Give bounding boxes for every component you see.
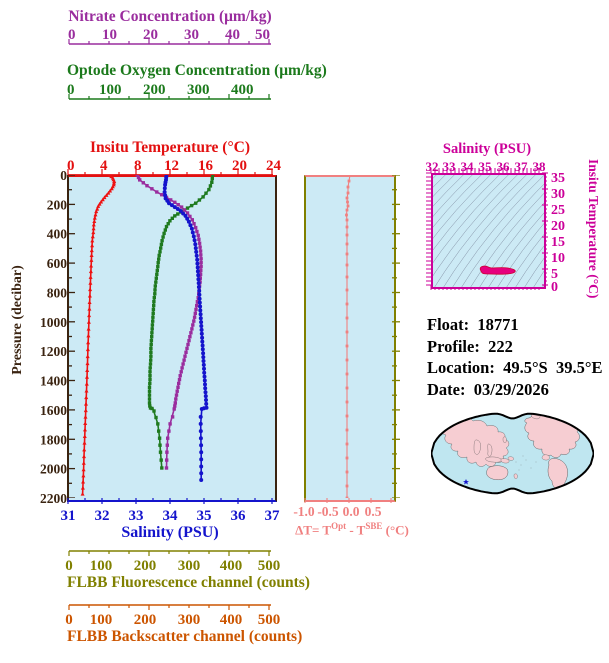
svg-text:200: 200	[47, 197, 68, 212]
svg-text:500: 500	[258, 558, 281, 574]
svg-text:25: 25	[551, 203, 565, 218]
svg-text:35: 35	[551, 171, 565, 186]
svg-text:31: 31	[61, 508, 76, 524]
svg-text:12: 12	[164, 158, 179, 174]
svg-text:1200: 1200	[40, 344, 67, 359]
svg-text:400: 400	[231, 82, 254, 98]
svg-text:32: 32	[95, 508, 110, 524]
svg-text:24: 24	[266, 158, 282, 174]
svg-text:4: 4	[100, 158, 108, 174]
svg-text:800: 800	[47, 286, 68, 301]
svg-text:0: 0	[551, 280, 558, 295]
svg-text:34: 34	[163, 508, 179, 524]
svg-text:50: 50	[255, 27, 270, 43]
svg-text:30: 30	[551, 187, 565, 202]
svg-text:1600: 1600	[40, 403, 67, 418]
svg-text:10: 10	[551, 251, 565, 266]
svg-text:0: 0	[65, 558, 73, 574]
svg-text:0: 0	[65, 612, 73, 628]
svg-text:0.0: 0.0	[343, 504, 360, 519]
svg-text:33: 33	[443, 159, 457, 174]
svg-text:300: 300	[187, 82, 210, 98]
svg-text:2200: 2200	[40, 491, 67, 506]
svg-text:200: 200	[143, 82, 166, 98]
svg-text:400: 400	[220, 558, 243, 574]
svg-text:500: 500	[258, 612, 281, 628]
svg-text:20: 20	[143, 27, 158, 43]
svg-text:30: 30	[184, 27, 199, 43]
svg-text:100: 100	[99, 82, 122, 98]
svg-text:35: 35	[479, 159, 493, 174]
svg-text:0: 0	[67, 82, 75, 98]
svg-text:1400: 1400	[40, 374, 67, 389]
svg-text:36: 36	[231, 508, 247, 524]
svg-text:300: 300	[178, 612, 201, 628]
svg-text:1800: 1800	[40, 432, 67, 447]
svg-text:8: 8	[134, 158, 142, 174]
svg-text:33: 33	[129, 508, 144, 524]
svg-text:2000: 2000	[40, 462, 67, 477]
svg-text:37: 37	[515, 159, 529, 174]
svg-text:0.5: 0.5	[365, 504, 382, 519]
svg-text:40: 40	[225, 27, 240, 43]
svg-text:600: 600	[47, 256, 68, 271]
svg-text:20: 20	[551, 219, 565, 234]
svg-text:400: 400	[47, 227, 68, 242]
svg-text:35: 35	[197, 508, 212, 524]
svg-text:10: 10	[102, 27, 117, 43]
svg-text:20: 20	[232, 158, 247, 174]
svg-text:300: 300	[178, 558, 201, 574]
svg-text:37: 37	[265, 508, 281, 524]
svg-text:100: 100	[90, 612, 113, 628]
svg-text:16: 16	[198, 158, 214, 174]
svg-text:400: 400	[220, 612, 243, 628]
svg-text:32: 32	[426, 159, 439, 174]
svg-text:100: 100	[90, 558, 113, 574]
svg-text:1000: 1000	[40, 315, 67, 330]
svg-text:-1.0: -1.0	[293, 504, 315, 519]
svg-text:200: 200	[134, 612, 157, 628]
svg-text:200: 200	[134, 558, 157, 574]
svg-text:15: 15	[551, 235, 565, 250]
svg-text:-0.5: -0.5	[317, 504, 339, 519]
